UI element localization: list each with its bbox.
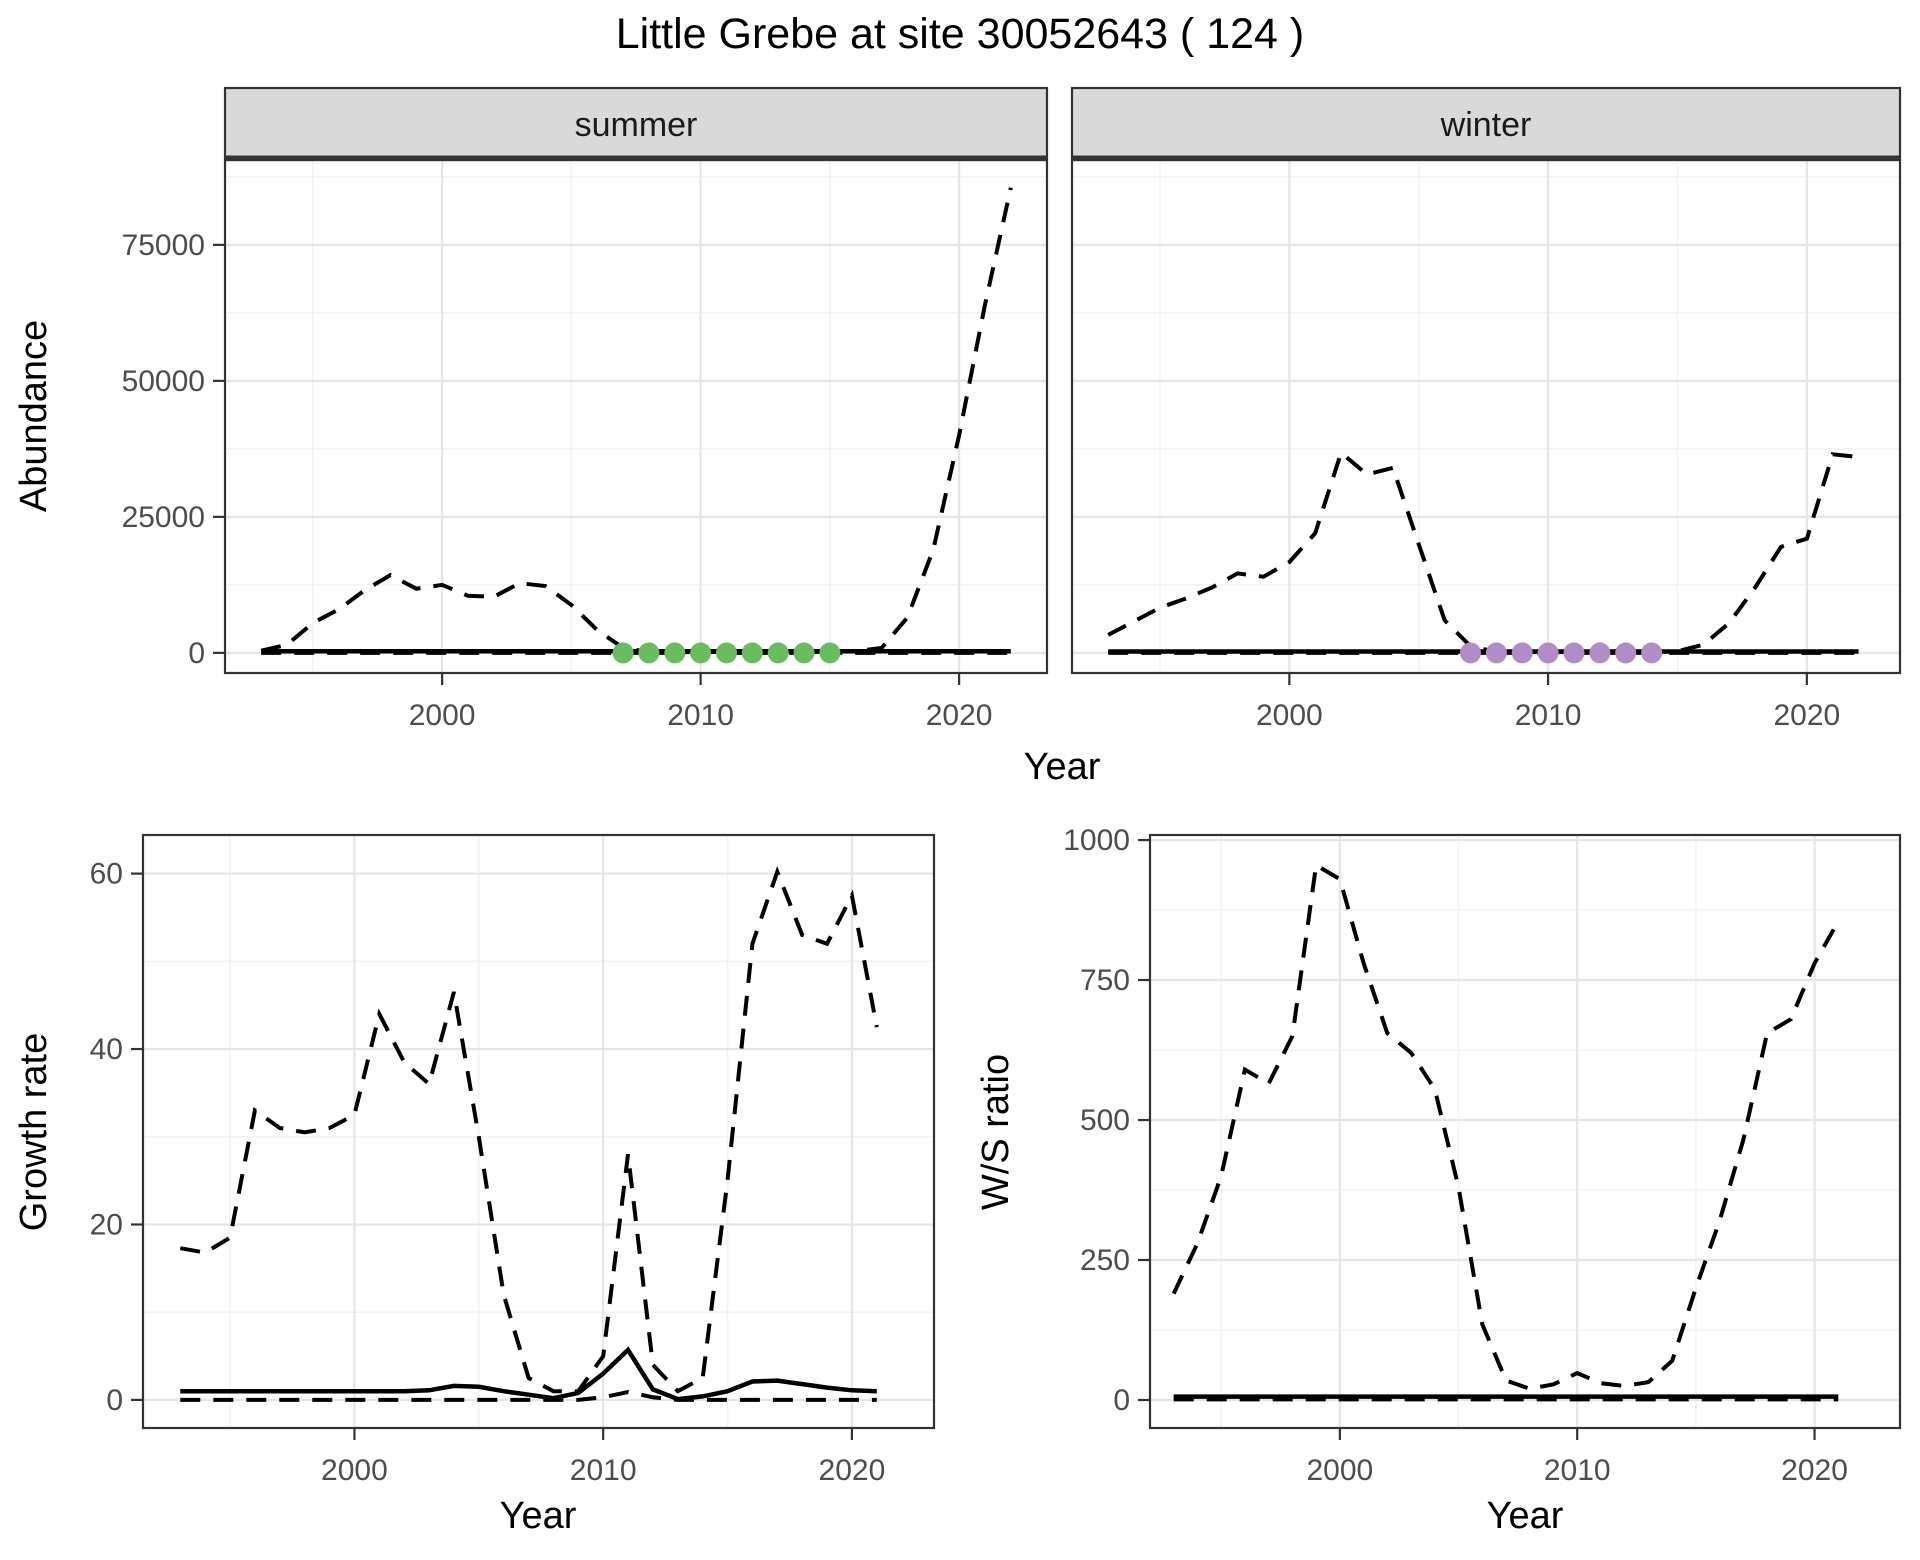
- abundance-y-axis-title: Abundance: [13, 320, 55, 512]
- x-tick-label: 2000: [1306, 1454, 1373, 1487]
- x-tick-label: 2010: [667, 699, 734, 732]
- series-upper-ci: [260, 187, 1013, 655]
- x-tick-label: 2010: [570, 1454, 637, 1487]
- y-tick-label: 25000: [122, 501, 205, 534]
- imputed-point-winter: [1537, 642, 1559, 664]
- figure-title: Little Grebe at site 30052643 ( 124 ): [616, 10, 1304, 58]
- imputed-point-winter: [1615, 642, 1637, 664]
- y-tick-label: 0: [1113, 1384, 1130, 1417]
- y-tick-label: 750: [1080, 964, 1130, 997]
- panel-growth: 0 20 40 60 2000 2010 2020: [90, 833, 936, 1487]
- imputed-point-winter: [1641, 642, 1663, 664]
- imputed-point-summer: [793, 642, 815, 664]
- x-tick-label: 2020: [926, 699, 993, 732]
- ws-y-axis-title: W/S ratio: [975, 1054, 1017, 1210]
- growth-x-axis-title: Year: [500, 1495, 577, 1537]
- y-tick-label: 0: [188, 637, 205, 670]
- panel-ws: 0 250 500 750 1000 2000 2010 2020: [1063, 824, 1902, 1487]
- imputed-point-summer: [819, 642, 841, 664]
- imputed-point-winter: [1485, 642, 1507, 664]
- x-tick-label: 2000: [409, 699, 476, 732]
- x-tick-label: 2010: [1544, 1454, 1611, 1487]
- series-upper-ci: [1107, 449, 1859, 655]
- imputed-point-winter: [1460, 642, 1481, 664]
- imputed-point-summer: [716, 642, 737, 664]
- panel-background: [1150, 835, 1900, 1428]
- top-x-axis-title: Year: [1024, 746, 1101, 788]
- panel-background: [1072, 160, 1900, 673]
- series-index: [180, 1346, 877, 1402]
- imputed-point-winter: [1563, 642, 1585, 664]
- x-tick-label: 2020: [1773, 699, 1840, 732]
- x-tick-label: 2020: [1781, 1454, 1848, 1487]
- imputed-point-summer: [664, 642, 686, 664]
- y-tick-label: 75000: [122, 229, 205, 262]
- imputed-point-winter: [1589, 642, 1611, 664]
- ws-x-axis-title: Year: [1487, 1495, 1564, 1537]
- panel-background: [225, 160, 1047, 673]
- imputed-point-summer: [690, 642, 712, 664]
- facet-strip-label: winter: [1440, 106, 1532, 144]
- y-tick-label: 500: [1080, 1104, 1130, 1137]
- imputed-point-summer: [638, 642, 660, 664]
- panel-winter: winter 2000 2010 2020: [1070, 86, 1902, 732]
- y-tick-label: 250: [1080, 1244, 1130, 1277]
- x-tick-label: 2020: [819, 1454, 886, 1487]
- x-tick-label: 2000: [321, 1454, 388, 1487]
- series-upper-ci: [1171, 861, 1841, 1391]
- imputed-point-summer: [612, 642, 634, 664]
- series-lower-ci: [180, 1389, 877, 1402]
- facet-strip-label: summer: [575, 106, 698, 144]
- x-tick-label: 2010: [1515, 699, 1582, 732]
- imputed-point-summer: [767, 642, 789, 664]
- facet-strip: [223, 86, 1049, 162]
- imputed-point-summer: [741, 642, 763, 664]
- x-tick-label: 2000: [1256, 699, 1323, 732]
- growth-y-axis-title: Growth rate: [13, 1033, 55, 1232]
- panel-summer: summer 0 25000 50000 75000 2000 2010 2020: [122, 86, 1049, 732]
- y-tick-label: 40: [90, 1033, 123, 1066]
- panel-border: [141, 833, 936, 1430]
- y-tick-label: 1000: [1063, 824, 1130, 857]
- y-tick-label: 50000: [122, 365, 205, 398]
- y-tick-label: 0: [106, 1384, 123, 1417]
- panel-background: [143, 835, 934, 1428]
- y-tick-label: 60: [90, 858, 123, 891]
- panel-border: [1148, 833, 1902, 1430]
- imputed-point-winter: [1511, 642, 1533, 664]
- y-tick-label: 20: [90, 1208, 123, 1241]
- series-upper-ci: [179, 866, 879, 1394]
